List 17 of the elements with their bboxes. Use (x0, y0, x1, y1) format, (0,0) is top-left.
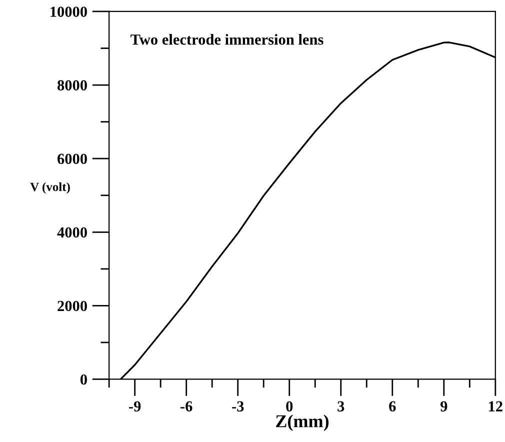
x-tick-label: 9 (440, 401, 448, 412)
x-tick-label: -3 (232, 401, 244, 412)
x-axis-title: Z(mm) (276, 414, 329, 431)
x-tick-label: 3 (338, 401, 344, 412)
y-tick-label: 8000 (58, 80, 87, 90)
x-tick-label: 0 (286, 401, 293, 412)
y-tick-label: 2000 (58, 300, 87, 312)
y-tick-label: 4000 (57, 227, 87, 238)
y-axis-title: V (volt) (30, 182, 70, 194)
y-tick-label: 0 (80, 374, 87, 385)
x-tick-label: 12 (488, 401, 502, 412)
annotation: Two electrode immersion lens (130, 34, 324, 45)
x-tick-label: -6 (180, 401, 192, 412)
x-tick-label: 6 (389, 401, 396, 412)
y-tick-label: 6000 (58, 154, 87, 164)
x-tick-label: -9 (129, 401, 141, 412)
y-tick-label: 10000 (50, 6, 87, 17)
